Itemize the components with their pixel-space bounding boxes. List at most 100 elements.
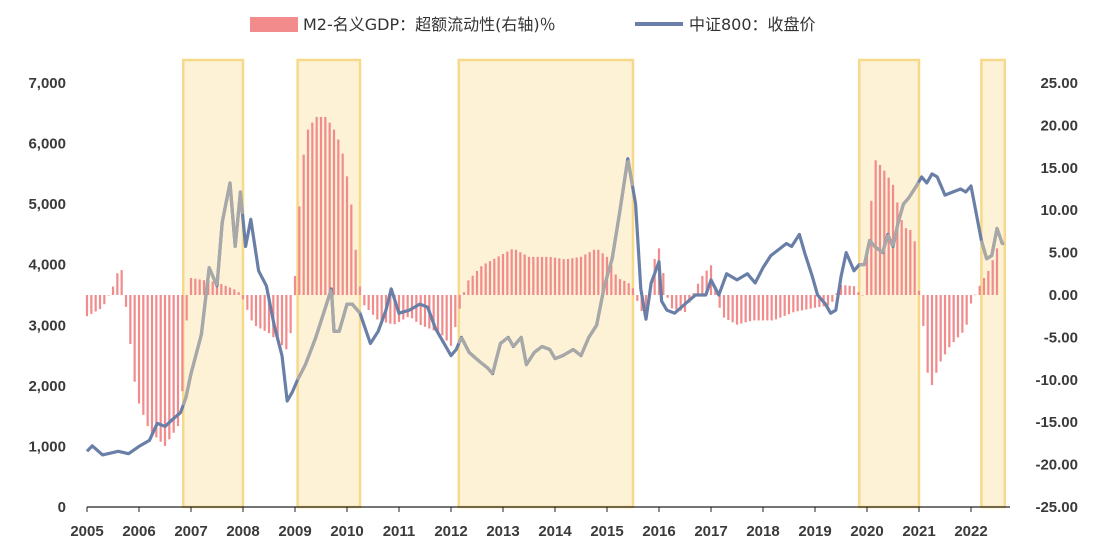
excess-liquidity-bar: [376, 295, 379, 320]
excess-liquidity-bar: [497, 256, 500, 295]
excess-liquidity-bar: [787, 295, 791, 315]
excess-liquidity-bar: [155, 295, 158, 438]
excess-liquidity-bar: [350, 204, 353, 295]
excess-liquidity-bar: [328, 122, 331, 295]
excess-liquidity-bar: [917, 290, 921, 295]
excess-liquidity-bar: [103, 295, 106, 305]
excess-liquidity-bar: [575, 257, 578, 295]
excess-liquidity-bar: [228, 287, 232, 295]
y-left-tick-label: 6,000: [28, 136, 66, 153]
excess-liquidity-bar: [146, 295, 149, 427]
excess-liquidity-bar: [289, 295, 292, 334]
csi800-line-segment-2: [296, 289, 362, 381]
excess-liquidity-bars: [85, 116, 999, 446]
excess-liquidity-bar: [276, 295, 279, 342]
excess-liquidity-bar: [250, 295, 253, 321]
excess-liquidity-bar: [116, 273, 119, 295]
excess-liquidity-bar: [666, 295, 669, 298]
excess-liquidity-bar: [98, 295, 102, 310]
excess-liquidity-bar: [636, 295, 639, 301]
y-right-tick-label: 10.00: [1040, 202, 1078, 219]
excess-liquidity-bar: [861, 295, 864, 296]
excess-liquidity-bar: [705, 270, 708, 295]
excess-liquidity-bar: [675, 295, 678, 310]
y-left-tick-label: 2,000: [28, 378, 66, 395]
excess-liquidity-bar: [679, 295, 682, 311]
x-tick-label: 2022: [954, 523, 987, 540]
excess-liquidity-bar: [337, 139, 340, 295]
excess-liquidity-bar: [878, 164, 882, 295]
excess-liquidity-bar: [974, 294, 977, 296]
x-tick-label: 2019: [798, 523, 831, 540]
y-right-tick-label: 15.00: [1040, 160, 1078, 177]
excess-liquidity-bar: [380, 295, 383, 322]
excess-liquidity-bar: [930, 295, 934, 386]
excess-liquidity-bar: [345, 176, 349, 295]
y-right-tick-label: 25.00: [1040, 75, 1078, 92]
excess-liquidity-bar: [558, 258, 561, 295]
x-tick-label: 2014: [538, 523, 572, 540]
y-left-tick-label: 1,000: [28, 438, 66, 455]
excess-liquidity-bar: [761, 295, 765, 321]
excess-liquidity-bar: [120, 270, 123, 295]
excess-liquidity-bar: [865, 252, 869, 295]
excess-liquidity-bar: [883, 170, 886, 295]
excess-liquidity-bar: [805, 295, 808, 310]
excess-liquidity-bar: [740, 295, 743, 324]
excess-liquidity-bar: [341, 153, 344, 295]
excess-liquidity-bar: [618, 279, 622, 295]
excess-liquidity-bar: [969, 295, 973, 304]
excess-liquidity-bar: [129, 295, 132, 344]
excess-liquidity-bar: [948, 295, 951, 348]
excess-liquidity-bar: [358, 286, 362, 295]
excess-liquidity-bar: [545, 256, 548, 295]
excess-liquidity-bar: [241, 295, 245, 300]
excess-liquidity-bar: [800, 295, 804, 311]
excess-liquidity-bar: [445, 295, 448, 341]
excess-liquidity-bar: [311, 122, 314, 295]
excess-liquidity-bar: [263, 295, 266, 331]
excess-liquidity-bar: [280, 295, 284, 346]
excess-liquidity-bar: [168, 295, 171, 440]
excess-liquidity-bar: [462, 292, 466, 295]
excess-liquidity-bar: [566, 258, 570, 295]
excess-liquidity-bar: [766, 295, 769, 321]
excess-liquidity-bar: [904, 228, 908, 295]
excess-liquidity-bar: [536, 256, 539, 295]
x-tick-label: 2005: [70, 523, 103, 540]
x-tick-label: 2012: [434, 523, 467, 540]
excess-liquidity-bar: [185, 295, 188, 321]
excess-liquidity-bar: [85, 295, 89, 317]
excess-liquidity-bar: [644, 295, 648, 321]
excess-liquidity-bar: [627, 283, 630, 295]
excess-liquidity-bar: [302, 154, 305, 295]
excess-liquidity-bar: [319, 116, 323, 295]
excess-liquidity-bar: [796, 295, 799, 312]
excess-liquidity-bar: [601, 253, 604, 295]
excess-liquidity-bar: [514, 249, 518, 295]
x-tick-label: 2020: [850, 523, 883, 540]
excess-liquidity-bar: [237, 292, 240, 295]
excess-liquidity-bar: [809, 295, 812, 309]
excess-liquidity-bar: [159, 295, 162, 442]
excess-liquidity-bar: [731, 295, 734, 323]
excess-liquidity-bar: [571, 258, 574, 295]
excess-liquidity-bar: [389, 295, 392, 324]
excess-liquidity-bar: [844, 285, 847, 295]
csi800-line-group: [85, 157, 1005, 457]
excess-liquidity-bar: [909, 229, 912, 295]
y-left-tick-label: 5,000: [28, 196, 66, 213]
y-right-tick-label: 20.00: [1040, 117, 1078, 134]
excess-liquidity-bar: [753, 295, 756, 321]
excess-liquidity-bar: [224, 285, 227, 295]
excess-liquidity-bar: [285, 295, 288, 350]
excess-liquidity-bar: [137, 295, 141, 404]
x-tick-label: 2017: [694, 523, 727, 540]
excess-liquidity-bar: [454, 295, 457, 328]
y-left-tick-label: 7,000: [28, 75, 66, 92]
x-tick-label: 2011: [383, 523, 416, 540]
excess-liquidity-bar: [484, 263, 487, 295]
csi800-line-segment-4: [858, 181, 920, 267]
excess-liquidity-bar: [848, 285, 851, 295]
excess-liquidity-bar: [835, 293, 838, 295]
